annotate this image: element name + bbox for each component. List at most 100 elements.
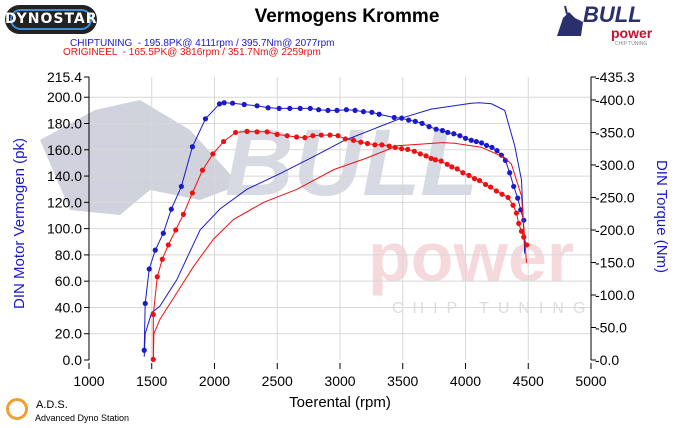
data-point-origineel-torque [327, 132, 333, 138]
data-point-chiptuning-torque [297, 105, 303, 112]
data-point-chiptuning-torque [221, 100, 227, 106]
data-point-chiptuning-torque [146, 266, 152, 272]
data-point-chiptuning-torque [202, 116, 209, 122]
y-right-tick-label: -250.0 [595, 189, 635, 205]
data-point-chiptuning-torque [419, 120, 425, 126]
data-point-origineel-torque [423, 153, 429, 159]
data-point-chiptuning-torque [152, 247, 158, 253]
x-tick-label: 3500 [387, 373, 418, 389]
data-point-origineel-torque [199, 167, 206, 173]
logo-power-text: power [611, 25, 653, 41]
x-tick-label: 3000 [324, 373, 355, 389]
logo-chiptuning-text: CHIP TUNING [615, 41, 648, 47]
x-tick-label: 4000 [450, 373, 481, 389]
data-point-chiptuning-torque [494, 148, 500, 154]
data-point-chiptuning-torque [489, 144, 495, 151]
data-point-origineel-torque [350, 137, 357, 143]
data-point-chiptuning-torque [511, 183, 517, 190]
x-tick-label: 1500 [136, 373, 167, 389]
data-point-chiptuning-torque [468, 137, 474, 143]
data-point-chiptuning-torque [352, 107, 358, 113]
y-left-tick-label: 180.0 [47, 116, 82, 132]
y-left-tick-label: 140.0 [47, 168, 82, 184]
data-point-chiptuning-torque [376, 111, 382, 117]
data-point-origineel-torque [189, 190, 196, 196]
data-point-chiptuning-torque [343, 107, 350, 113]
ads-logo [6, 398, 28, 420]
x-tick-label: 4500 [513, 373, 544, 389]
data-point-origineel-torque [173, 227, 179, 233]
data-point-origineel-torque [405, 146, 411, 152]
y-right-tick-label: -435.3 [595, 69, 635, 85]
data-point-origineel-torque [438, 158, 444, 164]
data-point-chiptuning-torque [142, 300, 148, 307]
y-left-tick-label: 100.0 [47, 221, 82, 237]
data-point-origineel-torque [513, 210, 520, 216]
data-point-origineel-torque [449, 164, 455, 170]
data-point-chiptuning-torque [445, 129, 451, 136]
data-point-chiptuning-torque [426, 124, 432, 130]
data-point-origineel-torque [482, 181, 489, 188]
data-point-chiptuning-torque [178, 183, 184, 190]
data-point-chiptuning-torque [360, 109, 367, 115]
data-point-origineel-torque [411, 148, 417, 154]
y-left-tick-label: 160.0 [47, 142, 82, 158]
series-line-chiptuning-torque [143, 102, 525, 351]
data-point-origineel-torque [364, 140, 371, 147]
data-point-origineel-torque [244, 128, 250, 134]
y-right-tick-label: -300.0 [595, 157, 635, 173]
data-point-chiptuning-torque [507, 170, 513, 176]
y-right-tick-label: -0.0 [595, 352, 619, 368]
y-right-tick-label: -50.0 [595, 319, 627, 335]
data-point-origineel-torque [518, 228, 525, 234]
data-point-chiptuning-torque [307, 105, 313, 112]
logo-bull-text: BULL [583, 2, 642, 27]
watermark-chiptuning-text: CHIP TUNING [392, 300, 594, 317]
data-point-chiptuning-torque [334, 107, 340, 113]
x-tick-label: 1000 [73, 373, 104, 389]
data-point-chiptuning-torque [433, 126, 439, 132]
bullpower-logo: BULL power CHIP TUNING [553, 4, 657, 48]
data-point-origineel-torque [302, 135, 308, 141]
y-right-tick-label: -200.0 [595, 222, 635, 238]
data-point-origineel-torque [180, 211, 186, 217]
data-point-origineel-torque [150, 311, 156, 318]
data-point-chiptuning-torque [412, 118, 418, 125]
data-point-chiptuning-torque [141, 347, 147, 353]
data-point-chiptuning-torque [439, 127, 446, 134]
data-point-origineel-torque [264, 129, 270, 135]
y-left-tick-label: 120.0 [47, 194, 82, 210]
data-point-chiptuning-torque [254, 103, 260, 109]
y-left-tick-label: 40.0 [55, 299, 82, 315]
data-point-chiptuning-torque [391, 114, 397, 121]
data-point-origineel-torque [399, 146, 405, 152]
data-point-origineel-torque [232, 129, 239, 136]
y-left-axis-label: DIN Motor Vermogen (pk) [11, 138, 28, 309]
data-point-chiptuning-torque [325, 107, 331, 113]
y-left-tick-label: 215.4 [47, 69, 82, 85]
data-point-origineel-torque [466, 172, 472, 178]
data-point-chiptuning-torque [451, 131, 457, 137]
data-point-origineel-torque [417, 151, 423, 157]
data-point-origineel-torque [318, 132, 324, 138]
x-tick-label: 5000 [575, 373, 606, 389]
data-point-origineel-torque [284, 133, 290, 139]
data-point-chiptuning-torque [515, 195, 521, 201]
data-point-origineel-torque [488, 184, 494, 190]
data-point-origineel-torque [274, 131, 280, 138]
data-point-chiptuning-torque [265, 105, 271, 111]
data-point-chiptuning-torque [478, 140, 485, 146]
data-point-origineel-torque [471, 176, 478, 182]
y-right-tick-label: -150.0 [595, 254, 635, 270]
data-point-chiptuning-torque [168, 206, 174, 212]
y-left-tick-label: 80.0 [55, 247, 82, 263]
data-point-origineel-torque [220, 138, 227, 145]
data-point-chiptuning-torque [369, 109, 375, 115]
data-point-origineel-torque [254, 129, 260, 135]
data-point-origineel-torque [521, 234, 527, 240]
y-right-tick-label: -350.0 [595, 124, 635, 140]
y-right-axis-label: DIN Torque (Nm) [653, 160, 670, 273]
data-point-origineel-torque [372, 142, 378, 148]
data-point-origineel-torque [386, 143, 392, 149]
data-point-chiptuning-torque [160, 230, 166, 236]
